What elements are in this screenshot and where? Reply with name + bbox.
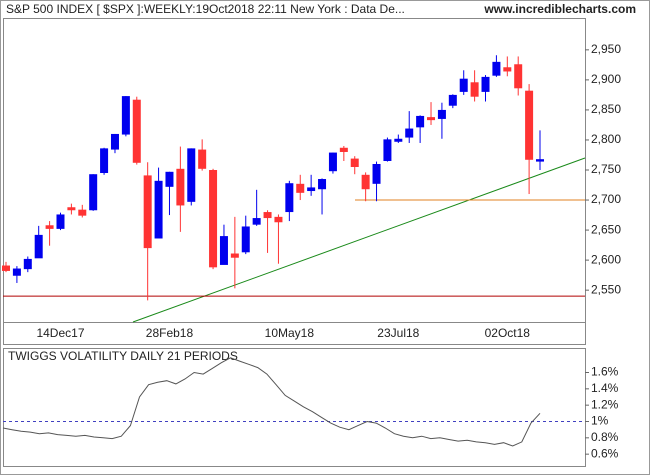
trendline <box>132 157 586 323</box>
candle-body <box>285 183 294 213</box>
candle-body <box>383 139 392 161</box>
candle-body <box>252 218 261 225</box>
candle-body <box>525 90 534 160</box>
y-tick-label: 0.6% <box>591 446 619 460</box>
source: www.incrediblecharts.com <box>483 2 636 16</box>
candle-body <box>89 174 98 211</box>
y-tick-label: 2,850 <box>591 102 621 116</box>
y-tick-label: 1.6% <box>591 365 619 379</box>
candle-body <box>481 76 490 92</box>
candle-body <box>416 115 425 128</box>
candle-body <box>307 187 316 192</box>
candle-body <box>350 158 359 167</box>
x-tick-label: 02Oct18 <box>485 326 531 340</box>
candle-body <box>437 109 446 119</box>
y-tick-label: 2,800 <box>591 132 621 146</box>
y-tick-label: 2,600 <box>591 252 621 266</box>
candle-body <box>176 168 185 206</box>
y-tick-label: 2,650 <box>591 222 621 236</box>
candle-body <box>198 149 207 169</box>
candle-body <box>241 226 250 253</box>
y-tick-label: 2,950 <box>591 42 621 56</box>
candle-body <box>296 183 305 193</box>
y-tick-label: 2,550 <box>591 282 621 296</box>
candle-body <box>110 133 119 150</box>
x-tick-label: 10May18 <box>265 326 315 340</box>
volatility-panel <box>3 348 586 467</box>
candle-body <box>427 117 436 121</box>
x-tick-label: 14Dec17 <box>36 326 84 340</box>
x-tick-label: 23Jul18 <box>377 326 419 340</box>
candle-body <box>219 236 228 265</box>
candle-body <box>372 163 381 184</box>
candle-body <box>536 159 544 162</box>
y-tick-label: 1.2% <box>591 397 619 411</box>
candle-body <box>23 258 32 270</box>
candle-body <box>78 209 87 216</box>
indicator-title: TWIGGS VOLATILITY DAILY 21 PERIODS <box>8 349 238 363</box>
candle-body <box>448 94 457 106</box>
candle-body <box>514 64 523 89</box>
candle-body <box>143 175 152 249</box>
candle-body <box>209 170 218 268</box>
candle-body <box>230 253 239 258</box>
candle-body <box>121 96 130 135</box>
y-tick-label: 2,750 <box>591 162 621 176</box>
y-tick-label: 0.8% <box>591 430 619 444</box>
candle-body <box>470 82 479 97</box>
candle-body <box>12 268 21 276</box>
candle-body <box>503 67 512 72</box>
candle-body <box>459 78 468 92</box>
candle-body <box>394 138 403 142</box>
candle-body <box>318 179 327 190</box>
date-strip <box>3 322 586 345</box>
candle-body <box>274 216 283 223</box>
y-tick-label: 2,700 <box>591 192 621 206</box>
candle-body <box>2 265 10 271</box>
candle-body <box>165 171 174 187</box>
candle-body <box>45 225 54 229</box>
candle-body <box>154 180 163 239</box>
candle-body <box>34 234 43 259</box>
candle-body <box>56 214 65 229</box>
x-tick-label: 28Feb18 <box>146 326 194 340</box>
y-tick-label: 1% <box>591 414 609 428</box>
candle-body <box>405 128 414 138</box>
chart-title: S&P 500 INDEX [ $SPX ]:WEEKLY:19Oct2018 … <box>6 2 405 16</box>
candle-body <box>263 212 272 219</box>
y-tick-label: 2,900 <box>591 72 621 86</box>
candle-body <box>100 148 109 174</box>
candle-body <box>67 207 76 211</box>
candle-body <box>339 147 348 152</box>
volatility-line <box>2 357 541 447</box>
candle-body <box>328 152 337 172</box>
y-tick-label: 1.4% <box>591 381 619 395</box>
candle-body <box>492 61 501 76</box>
candle-body <box>132 99 141 163</box>
candle-body <box>187 148 196 202</box>
candle-body <box>361 174 370 190</box>
